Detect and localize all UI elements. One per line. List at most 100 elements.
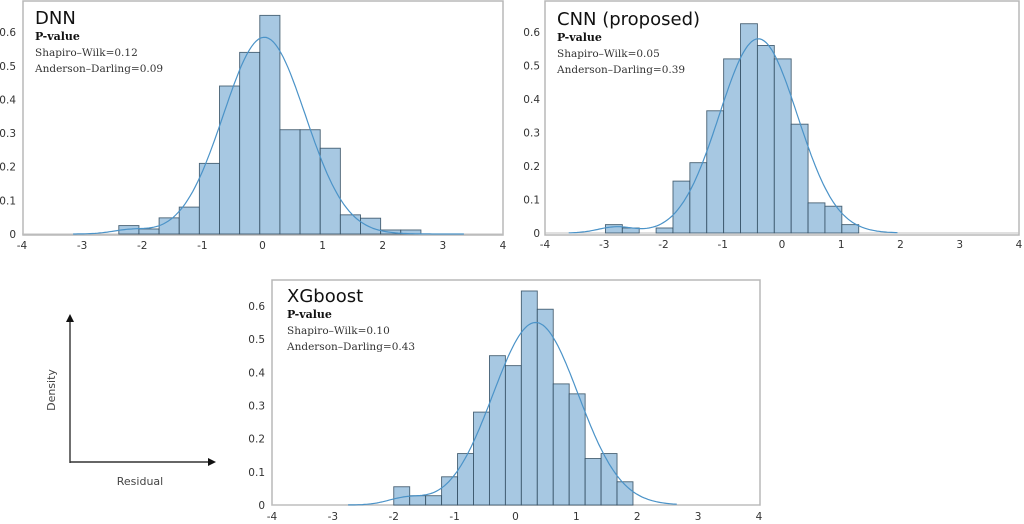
y-tick-label: 0.2: [0, 162, 16, 174]
histogram-bar: [756, 45, 775, 234]
x-tick-label: 4: [500, 240, 507, 252]
y-tick-label: 0.6: [0, 27, 16, 39]
y-tick-label: 0.6: [248, 301, 265, 313]
histogram-bar: [824, 205, 843, 234]
histogram-bar: [319, 147, 341, 235]
histogram-bar: [723, 58, 741, 234]
histogram-bar: [841, 224, 860, 234]
histogram-bar: [259, 14, 281, 235]
histogram-bar: [568, 393, 586, 506]
histogram-bar: [584, 458, 602, 506]
x-tick-label: -2: [658, 239, 668, 251]
y-tick-label: 0.4: [0, 94, 16, 106]
histogram-bar: [600, 453, 618, 506]
histogram-bar: [409, 495, 427, 506]
histogram-bar: [219, 85, 241, 235]
kde-curve: [73, 36, 464, 235]
x-axis-label: Residual: [117, 475, 163, 488]
histogram-bar: [138, 228, 160, 235]
x-tick-label: -4: [17, 240, 28, 252]
histogram-bar: [425, 495, 443, 506]
y-tick-label: 0.4: [248, 367, 265, 379]
p-value-heading: P-value: [35, 30, 80, 43]
chart-title: XGboost: [287, 286, 363, 307]
histogram-bar: [552, 383, 570, 506]
y-tick-label: 0.2: [523, 161, 540, 173]
x-tick-label: 1: [838, 239, 845, 251]
y-tick-label: 0.1: [0, 195, 16, 207]
histogram-bar: [740, 23, 758, 234]
chart-title: CNN (proposed): [557, 9, 700, 30]
y-tick-label: 0.5: [248, 334, 265, 346]
x-tick-label: 0: [779, 239, 786, 251]
x-tick-label: 1: [319, 240, 326, 252]
shapiro-wilk-value: Shapiro–Wilk=0.10: [287, 325, 390, 337]
x-tick-label: 4: [756, 511, 763, 523]
x-tick-label: 4: [1016, 239, 1023, 251]
x-tick-label: -2: [137, 240, 147, 252]
histogram-bar: [360, 217, 382, 235]
x-tick-label: -4: [540, 239, 551, 251]
histogram-bar: [299, 129, 321, 235]
y-tick-label: 0.2: [248, 434, 265, 446]
plot-frame: [544, 0, 1020, 236]
histogram-bar: [504, 365, 522, 506]
histogram-bar: [536, 308, 554, 506]
histogram-bar: [773, 58, 792, 234]
y-tick-label: 0: [533, 228, 540, 240]
histogram-bar: [807, 202, 826, 234]
right-arrow-icon: [208, 458, 216, 466]
axis-legend: Residual Density: [45, 314, 216, 488]
plot-frame: [22, 0, 504, 236]
y-axis-label: Density: [45, 369, 58, 411]
x-tick-label: -2: [389, 511, 399, 523]
up-arrow-icon: [66, 314, 74, 322]
histogram-bar: [790, 123, 809, 234]
histogram-bar: [706, 110, 725, 234]
kde-curve: [348, 321, 677, 506]
x-tick-label: -3: [77, 240, 87, 252]
x-tick-label: 3: [956, 239, 963, 251]
y-tick-label: 0: [258, 500, 265, 512]
histogram-bar: [488, 355, 506, 506]
histogram-bar: [604, 224, 623, 234]
y-tick-label: 0.3: [523, 128, 540, 140]
x-tick-label: -1: [449, 511, 459, 523]
histogram-bar: [672, 180, 691, 234]
x-tick-label: -1: [718, 239, 728, 251]
histogram-bar: [198, 162, 220, 235]
x-tick-label: 3: [695, 511, 702, 523]
y-tick-label: 0.4: [523, 94, 540, 106]
x-tick-label: -4: [267, 511, 278, 523]
x-tick-label: 2: [897, 239, 904, 251]
x-tick-label: 2: [634, 511, 641, 523]
y-tick-label: 0.1: [523, 195, 540, 207]
chart-title: DNN: [35, 8, 76, 29]
histogram-bar: [239, 51, 261, 235]
histogram-bar: [473, 411, 490, 506]
dnn-panel: -4 -3 -2 -1 0 1 2 3 4 0 0.1 0.2 0.3 0.4 0.5 0.6 DNNP-val…: [0, 0, 507, 252]
y-tick-label: 0.5: [0, 61, 16, 73]
kde-curve: [568, 38, 898, 234]
histogram-bar: [178, 206, 200, 235]
x-tick-label: 3: [440, 240, 447, 252]
shapiro-wilk-value: Shapiro–Wilk=0.05: [557, 48, 660, 60]
y-tick-label: 0.1: [248, 467, 265, 479]
p-value-heading: P-value: [557, 31, 602, 44]
x-tick-label: 0: [259, 240, 266, 252]
y-tick-label: 0: [9, 229, 16, 241]
anderson-darling-value: Anderson–Darling=0.09: [34, 63, 163, 75]
y-tick-label: 0.3: [0, 128, 16, 140]
anderson-darling-value: Anderson–Darling=0.43: [286, 341, 415, 353]
p-value-heading: P-value: [287, 308, 332, 321]
histogram-bar: [339, 214, 361, 235]
histogram-bar: [616, 481, 634, 506]
y-tick-label: 0.3: [248, 400, 265, 412]
x-tick-label: 2: [379, 240, 386, 252]
shapiro-wilk-value: Shapiro–Wilk=0.12: [35, 47, 138, 59]
cnn-panel: -4 -3 -2 -1 0 1 2 3 4 0 0.1 0.2 0.3 0.4 0.5 0.6 CNN (pro…: [523, 0, 1023, 251]
anderson-darling-value: Anderson–Darling=0.39: [556, 64, 685, 76]
xgboost-panel: -4 -3 -2 -1 0 1 2 3 4 0 0.1 0.2 0.3 0.4 0.5 0.6 XGboostP…: [248, 279, 763, 523]
histogram-bar: [655, 227, 674, 234]
